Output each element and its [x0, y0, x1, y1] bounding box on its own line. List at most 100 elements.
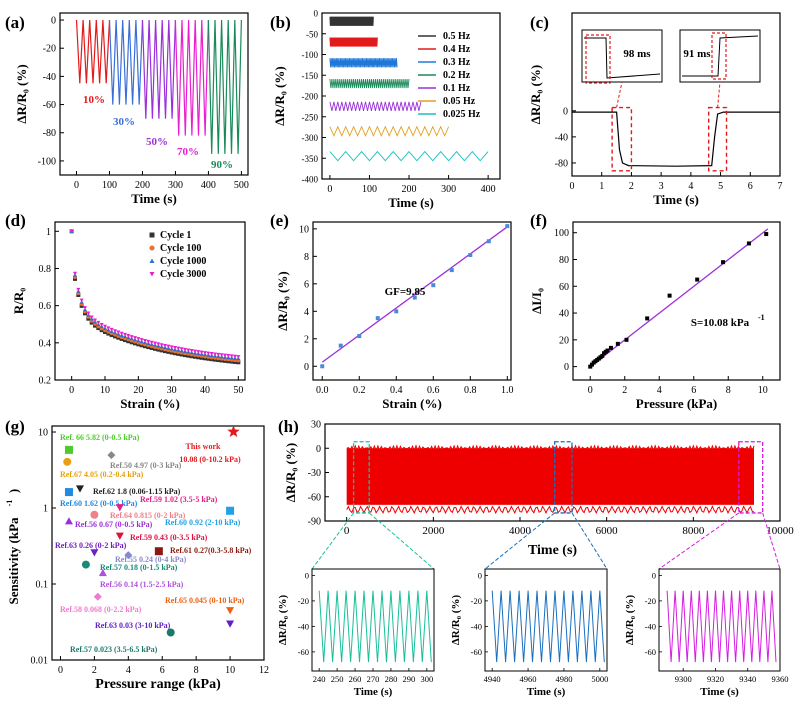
gf-annotation: GF=9.85 — [385, 286, 426, 298]
y-tick-label: 0.1 — [36, 580, 49, 591]
y-tick-label: 0.4 — [39, 338, 52, 349]
x-tick-label: 4 — [126, 665, 131, 676]
legend-marker — [149, 232, 155, 238]
y-tick-label: -150 — [302, 71, 319, 81]
x-tick-label: 6000 — [596, 525, 619, 537]
x-tick-label: 0 — [344, 525, 350, 537]
x-tick-label: 8 — [726, 385, 731, 396]
data-point — [93, 318, 97, 323]
y-axis-label: ΔR/R₀ (%) — [275, 271, 290, 330]
data-point — [133, 336, 137, 340]
data-point — [179, 347, 184, 351]
series-line — [174, 19, 209, 136]
series-line — [329, 150, 489, 162]
data-point — [695, 277, 700, 282]
x-axis-label: Strain (%) — [120, 396, 180, 411]
y-tick-label: 0 — [563, 106, 568, 117]
data-point — [320, 364, 325, 369]
x-tick-label: 7 — [778, 181, 783, 192]
y-tick-label: -400 — [302, 175, 319, 185]
x-axis-label: Pressure (kPa) — [636, 396, 717, 411]
x-tick-label: 2000 — [422, 525, 445, 537]
zoom-box — [611, 106, 633, 172]
legend-label: 0.2 Hz — [443, 70, 471, 81]
cycling-top-edge — [346, 444, 755, 453]
y-tick-label: -40 — [555, 132, 568, 143]
series-label: 30% — [113, 116, 135, 128]
x-tick-label: 0.6 — [427, 385, 440, 396]
data-point — [624, 337, 629, 342]
data-point — [89, 315, 94, 320]
data-point — [223, 353, 227, 358]
x-tick-label: 0.4 — [390, 385, 403, 396]
point-label: Ref.55 0.24 (0-4 kPa) — [115, 555, 187, 564]
x-axis-label: Time (s) — [528, 543, 577, 558]
fit-line — [321, 226, 508, 363]
inset-frame — [581, 29, 663, 83]
legend-label: 0.025 Hz — [443, 109, 481, 120]
data-point — [107, 451, 116, 460]
point-label: This work — [186, 442, 221, 451]
y-tick-label: -60 — [471, 647, 482, 657]
data-point — [203, 351, 207, 355]
data-point — [69, 229, 74, 234]
point-label: Ref.65 0.045 (0-10 kPa) — [165, 596, 245, 605]
x-tick-label: 40 — [200, 385, 210, 396]
panel-label: (g) — [5, 417, 25, 436]
y-tick-label: 0 — [304, 362, 309, 373]
x-tick-label: 270 — [367, 674, 380, 684]
point-label: Ref.60 1.62 (0-0.5 kPa) — [60, 499, 138, 508]
x-tick-label: 9340 — [739, 674, 756, 684]
y-tick-label: 0 — [564, 362, 569, 373]
y-tick-label: 8 — [304, 252, 309, 263]
inset-zoom-box — [585, 34, 611, 84]
y-tick-label: -350 — [302, 154, 319, 164]
point-label: Ref.59 0.43 (0-3.5 kPa) — [130, 533, 208, 542]
x-tick-label: 4000 — [509, 525, 532, 537]
y-tick-label: -40 — [471, 621, 482, 631]
x-tick-label: 9320 — [707, 674, 724, 684]
data-point — [115, 532, 124, 540]
data-point — [76, 287, 81, 292]
point-label: Ref.63 0.03 (3-10 kPa) — [95, 621, 171, 630]
inset-curve — [318, 590, 432, 663]
x-tick-label: 0 — [588, 385, 593, 396]
data-point — [199, 350, 204, 355]
data-point — [394, 309, 399, 314]
data-point — [412, 295, 417, 300]
data-point — [226, 620, 235, 628]
y-tick-label: 0.6 — [39, 301, 52, 312]
series-line — [329, 58, 398, 68]
data-point — [103, 324, 107, 329]
data-point — [166, 344, 171, 349]
data-point — [159, 343, 164, 347]
inset-curve — [682, 35, 759, 77]
zoom-connector — [658, 512, 740, 570]
legend-label: Cycle 1 — [160, 230, 191, 241]
point-label-2: 10.08 (0-10.2 kPa) — [179, 455, 241, 464]
point-label: Ref.59 1.02 (3.5-5 kPa) — [140, 495, 218, 504]
data-point — [64, 517, 73, 525]
axes-frame — [571, 12, 781, 177]
data-point — [166, 628, 175, 637]
y-tick-label: -60 — [298, 647, 309, 657]
x-axis-label: Time (s) — [131, 191, 177, 206]
x-tick-label: 2 — [629, 181, 634, 192]
x-tick-label: 8000 — [682, 525, 705, 537]
data-point — [173, 346, 177, 350]
x-tick-label: 500 — [234, 180, 249, 191]
x-tick-label: 10 — [758, 385, 768, 396]
y-tick-label: -90 — [308, 517, 321, 528]
zoom-connector — [762, 512, 781, 570]
y-tick-label: -40 — [645, 621, 656, 631]
data-point — [113, 329, 117, 333]
series-line — [329, 16, 374, 26]
x-tick-label: 0.2 — [353, 385, 366, 396]
x-axis-label: Strain (%) — [382, 396, 442, 411]
axes-frame — [312, 221, 512, 381]
inset-x-label: Time (s) — [527, 686, 566, 698]
sensitivity-annotation: S=10.08 kPa — [691, 317, 750, 329]
data-point — [600, 353, 605, 358]
point-label: Ref.67 4.05 (0.2-0.4 kPa) — [60, 470, 144, 479]
